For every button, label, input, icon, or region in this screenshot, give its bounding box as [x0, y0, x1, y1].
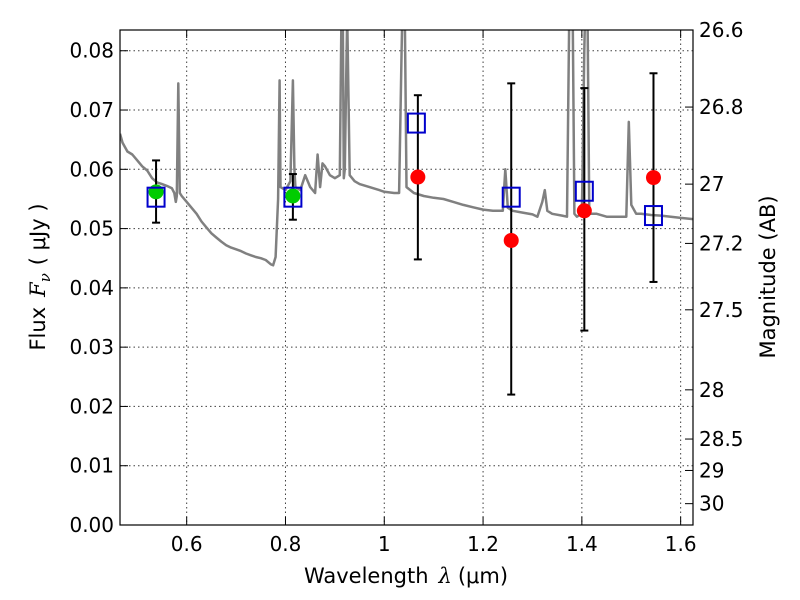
y2-tick-label: 28 [699, 378, 724, 402]
y2-tick-label: 26.6 [699, 18, 744, 42]
model-square [643, 205, 663, 227]
y-axis-label-subscript: ν [36, 273, 54, 282]
x-axis-label: Wavelength λ (μm) [304, 564, 508, 588]
model-square [146, 186, 166, 208]
spectrum-layer [120, 30, 693, 267]
y-tick-label: 0.01 [69, 454, 114, 478]
y-tick-label: 0.05 [69, 217, 114, 241]
tick-layer: 0.6 0.8 1 1.2 1.4 1.6 0.00 0.01 0.02 0.03 0.04 0.05… [69, 18, 743, 556]
y2-tick-label: 28.5 [699, 427, 744, 451]
x-axis-label-symbol: λ [438, 564, 452, 588]
model-square [406, 112, 426, 134]
data-point [410, 169, 426, 185]
y2-tick-label: 27 [699, 172, 724, 196]
x-tick-label: 1.6 [665, 532, 697, 556]
x-tick-label: 1.2 [467, 532, 499, 556]
data-point [503, 232, 519, 248]
y2-tick-label: 27.5 [699, 298, 744, 322]
y-axis-label-symbol: F [26, 281, 50, 298]
x-tick-label: 0.8 [270, 532, 302, 556]
y2-axis-label: Magnitude (AB) [756, 195, 780, 358]
y2-tick-label: 26.8 [699, 95, 744, 119]
y-axis-label-unit: ( μJy ) [26, 203, 50, 265]
x-tick-label: 1.4 [566, 532, 598, 556]
x-tick-label: 0.6 [171, 532, 203, 556]
data-point [576, 203, 592, 219]
model-square [574, 180, 594, 202]
y-tick-label: 0.08 [69, 39, 114, 63]
x-tick-label: 1 [378, 532, 391, 556]
model-square [501, 186, 521, 208]
y-tick-label: 0.04 [69, 276, 114, 300]
y2-tick-label: 27.2 [699, 231, 744, 255]
marker-layer [146, 112, 663, 248]
y2-tick-label: 30 [699, 492, 724, 516]
model-square [283, 186, 303, 208]
x-axis-label-text: Wavelength [304, 564, 429, 588]
plot-frame [119, 29, 694, 526]
y2-tick-label: 29 [699, 458, 724, 482]
y-tick-label: 0.03 [69, 335, 114, 359]
x-axis-label-unit: (μm) [458, 564, 508, 588]
y-tick-label: 0.02 [69, 394, 114, 418]
y-tick-label: 0.07 [69, 98, 114, 122]
data-point [148, 184, 164, 200]
y-axis-label: Flux Fν ( μJy ) [26, 203, 54, 350]
y-tick-label: 0.00 [69, 513, 114, 537]
data-point [285, 188, 301, 204]
data-point [645, 170, 661, 186]
spectrum-line [120, 30, 693, 267]
y-tick-label: 0.06 [69, 157, 114, 181]
y-axis-label-text: Flux [26, 307, 50, 351]
